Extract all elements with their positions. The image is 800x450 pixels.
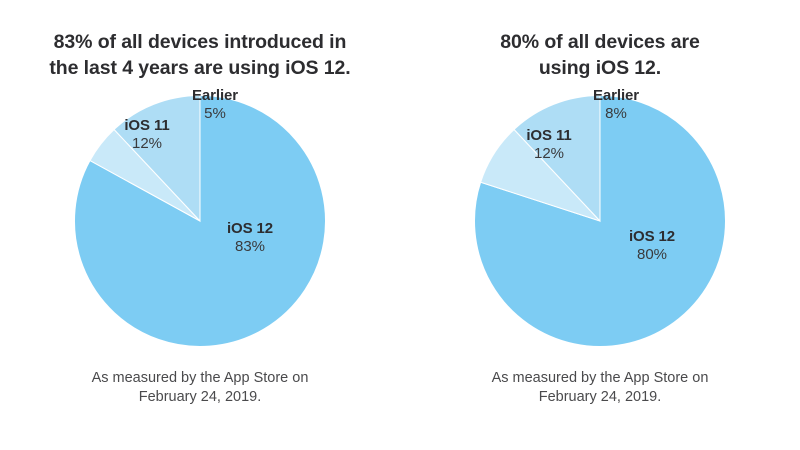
pie-slice-ios12 — [474, 94, 726, 347]
pie-svg-right — [474, 94, 726, 347]
pie-slice-ios11 — [513, 94, 601, 223]
chart-title-right: 80% of all devices are using iOS 12. — [500, 31, 700, 79]
pie-chart-right: Earlier 8% iOS 11 12% iOS 12 80% — [474, 87, 726, 347]
pie-slices-left — [74, 94, 326, 347]
pie-slice-ios11 — [113, 94, 201, 223]
pie-chart-left: Earlier 5% iOS 11 12% iOS 12 83% — [74, 87, 326, 347]
pie-svg-left — [74, 94, 326, 347]
pie-slices-right — [474, 94, 726, 347]
chart-panel-right: 80% of all devices are using iOS 12. Ear… — [400, 0, 800, 450]
chart-panel-left: 83% of all devices introduced in the las… — [49, 31, 351, 405]
chart-title-left: 83% of all devices introduced in the las… — [49, 31, 351, 79]
chart-caption-left: As measured by the App Store on February… — [91, 369, 309, 405]
chart-caption-right: As measured by the App Store on February… — [491, 369, 709, 405]
